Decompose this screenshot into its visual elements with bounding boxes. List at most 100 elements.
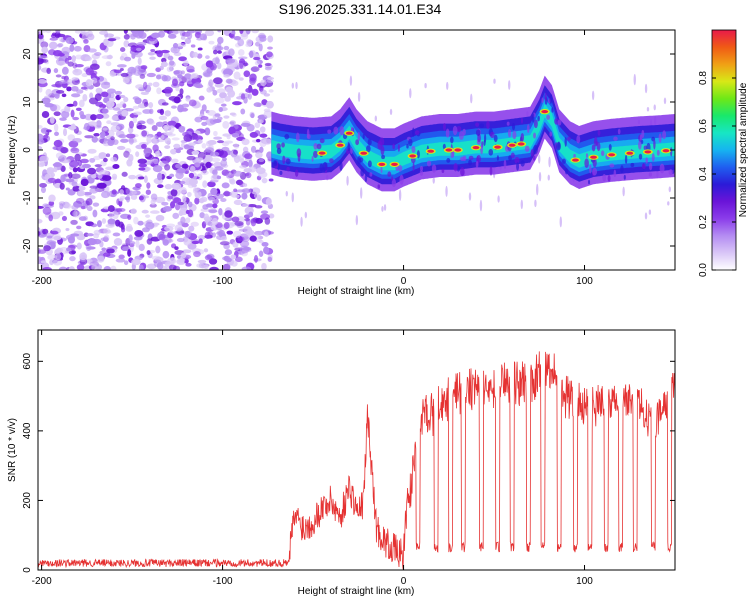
ridge-speckle bbox=[613, 136, 618, 141]
noise-blob bbox=[72, 137, 83, 143]
ridge-speckle bbox=[329, 158, 334, 164]
noise-blob bbox=[151, 32, 161, 39]
noise-blob bbox=[82, 191, 92, 196]
ridge-speckle bbox=[322, 161, 328, 172]
noise-blob bbox=[234, 221, 244, 226]
noise-blob bbox=[175, 171, 184, 180]
noise-blob bbox=[259, 146, 264, 153]
noise-blob bbox=[258, 158, 265, 163]
noise-blob bbox=[120, 138, 129, 143]
noise-blob bbox=[55, 253, 62, 261]
noise-blob bbox=[197, 259, 207, 264]
noise-blob bbox=[224, 249, 233, 256]
noise-blob bbox=[83, 232, 89, 238]
noise-blob bbox=[65, 178, 75, 183]
noise-blob bbox=[132, 96, 140, 101]
noise-blob bbox=[232, 149, 239, 155]
faint-streak bbox=[357, 91, 361, 102]
ridge-speckle bbox=[279, 170, 283, 176]
noise-blob bbox=[264, 217, 271, 225]
faint-streak bbox=[291, 192, 294, 203]
noise-blob bbox=[251, 30, 259, 34]
noise-blob bbox=[87, 167, 97, 175]
noise-blob bbox=[123, 96, 129, 103]
ridge-speckle bbox=[643, 145, 648, 151]
noise-blob bbox=[71, 93, 81, 98]
faint-streak bbox=[468, 192, 472, 201]
noise-blob bbox=[188, 99, 197, 107]
spectrogram-y-ticks: -20 -10 0 10 20 bbox=[22, 48, 675, 253]
noise-blob bbox=[244, 172, 250, 177]
noise-blob bbox=[268, 178, 274, 182]
spectrogram-y-label: Frequency (Hz) bbox=[7, 116, 18, 185]
ridge-speckle bbox=[476, 154, 481, 163]
noise-blob bbox=[123, 56, 132, 62]
noise-blob bbox=[167, 55, 174, 61]
ridge-speckle bbox=[514, 156, 520, 164]
noise-blob bbox=[200, 170, 209, 176]
noise-blob bbox=[71, 181, 78, 187]
ridge-speckle bbox=[366, 145, 371, 153]
noise-blob bbox=[204, 30, 215, 37]
faint-streak bbox=[648, 209, 652, 215]
noise-blob bbox=[126, 133, 136, 139]
ridge-peak bbox=[644, 150, 652, 154]
noise-blob bbox=[243, 70, 251, 78]
ridge-speckle bbox=[369, 172, 373, 177]
ridge-speckle bbox=[484, 133, 487, 143]
snr-xtick-label: 0 bbox=[401, 576, 407, 587]
faint-streak bbox=[285, 190, 288, 197]
colorbar-tick-label: 0.8 bbox=[698, 71, 709, 85]
noise-blob bbox=[253, 255, 259, 263]
faint-streak bbox=[644, 212, 648, 220]
noise-blob bbox=[198, 238, 203, 245]
noise-blob bbox=[38, 205, 44, 209]
ridge-speckle bbox=[450, 151, 454, 158]
faint-streak bbox=[653, 104, 656, 111]
noise-blob bbox=[102, 108, 109, 114]
noise-blob bbox=[87, 48, 97, 53]
noise-blob bbox=[91, 77, 98, 84]
ridge-peak bbox=[378, 162, 386, 166]
noise-blob bbox=[40, 260, 47, 264]
noise-blob bbox=[152, 144, 159, 152]
ridge-speckle bbox=[641, 129, 645, 139]
ridge-speckle bbox=[391, 176, 394, 181]
noise-blob bbox=[89, 92, 94, 99]
ridge-speckle bbox=[294, 169, 299, 177]
noise-blob bbox=[234, 256, 243, 263]
noise-blob bbox=[85, 79, 93, 87]
noise-blob bbox=[38, 218, 43, 224]
noise-blob bbox=[55, 33, 66, 38]
noise-blob bbox=[185, 97, 191, 102]
noise-blob bbox=[127, 249, 132, 257]
noise-blob bbox=[250, 187, 261, 195]
noise-blob bbox=[225, 78, 233, 84]
noise-blob bbox=[48, 214, 54, 222]
noise-blob bbox=[197, 47, 203, 51]
noise-blob bbox=[187, 201, 193, 208]
noise-blob bbox=[49, 37, 58, 41]
ridge-speckle bbox=[638, 153, 643, 160]
noise-blob bbox=[105, 61, 112, 67]
ridge-peak bbox=[662, 149, 670, 153]
noise-blob bbox=[222, 120, 230, 129]
noise-blob bbox=[119, 101, 126, 105]
noise-blob bbox=[65, 187, 70, 191]
spectrogram-ytick-label: 20 bbox=[22, 48, 33, 60]
noise-blob bbox=[205, 161, 212, 169]
noise-blob bbox=[53, 123, 59, 132]
ridge-speckle bbox=[411, 145, 416, 153]
noise-blob bbox=[196, 263, 205, 269]
ridge-speckle bbox=[392, 143, 396, 150]
ridge-speckle bbox=[364, 174, 368, 183]
noise-blob bbox=[155, 74, 162, 80]
noise-blob bbox=[192, 187, 198, 194]
noise-blob bbox=[89, 195, 96, 200]
noise-blob bbox=[241, 138, 250, 146]
ridge-speckle bbox=[281, 142, 285, 148]
noise-blob bbox=[159, 65, 164, 71]
noise-blob bbox=[56, 145, 65, 152]
noise-blob bbox=[69, 44, 75, 52]
ridge-speckle bbox=[533, 144, 538, 155]
